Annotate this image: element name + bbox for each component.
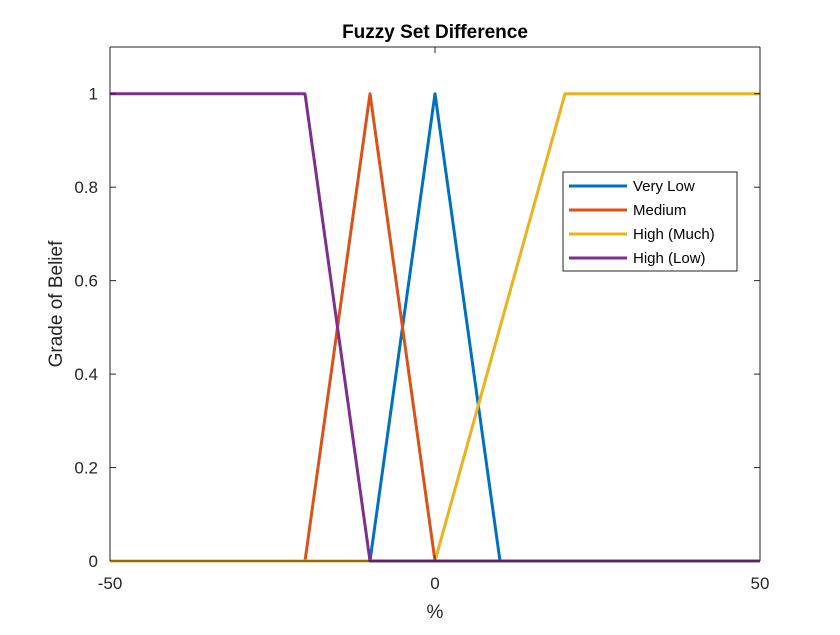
y-tick-label: 0.4 (74, 365, 98, 384)
legend-box (562, 171, 738, 272)
y-tick-label: 1 (89, 85, 98, 104)
y-tick-label: 0 (89, 552, 98, 571)
legend-entry-label: High (Much) (633, 226, 715, 243)
y-tick-label: 0.6 (74, 272, 98, 291)
x-axis-label: % (427, 602, 444, 623)
chart-title: Fuzzy Set Difference (342, 22, 528, 43)
legend: Very Low Medium High (Much) High (Low) (562, 171, 738, 272)
x-tick-label: -50 (98, 574, 123, 593)
y-tick-label: 0.8 (74, 178, 98, 197)
x-tick-label: 0 (430, 574, 439, 593)
legend-entry-label: Very Low (633, 178, 695, 195)
y-axis-label: Grade of Belief (46, 240, 67, 367)
legend-entry-label: High (Low) (633, 250, 706, 267)
y-tick-label: 0.2 (74, 459, 98, 478)
x-tick-label: 50 (751, 574, 770, 593)
legend-entry-label: Medium (633, 202, 686, 219)
plot-area (110, 47, 760, 561)
